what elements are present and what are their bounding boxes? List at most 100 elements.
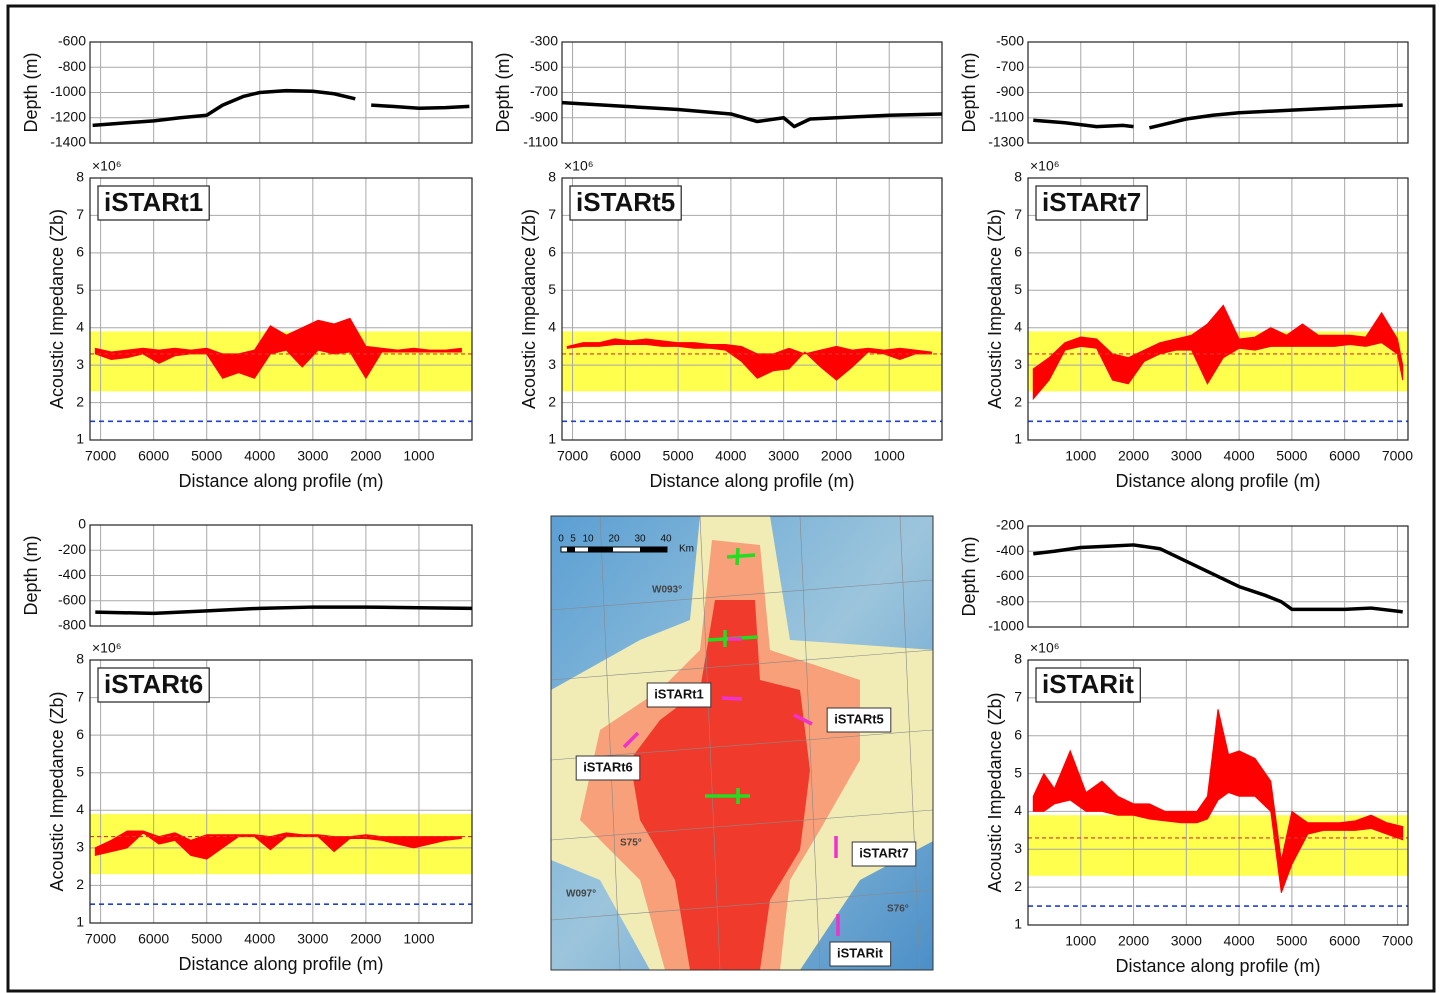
y-axis-label: Depth (m) [959,52,979,132]
x-tick-label: 4000 [244,448,275,464]
y-tick-label: -500 [996,33,1024,49]
y-tick-label: 3 [1014,840,1022,856]
x-tick-label: 2000 [1118,933,1149,949]
y-tick-label: -800 [58,58,86,74]
site-label: iSTARt6 [583,759,633,774]
y-tick-label: -500 [530,58,558,74]
scale-label: 0 [558,534,564,545]
depth-line [371,105,469,108]
y-tick-label: 5 [76,763,84,779]
x-tick-label: 7000 [557,448,588,464]
scale-label: Km [679,544,694,555]
panel-title: iSTARt7 [1042,187,1141,217]
exponent-label: ×10⁶ [1030,158,1060,174]
y-tick-label: -600 [58,591,86,607]
depth-line [1149,105,1402,128]
y-tick-label: -1300 [988,134,1024,150]
x-tick-label: 1000 [403,448,434,464]
x-tick-label: 1000 [1065,448,1096,464]
y-tick-label: 3 [76,839,84,855]
graticule-label: S75° [620,838,642,849]
y-tick-label: 8 [548,169,556,185]
x-tick-label: 1000 [403,931,434,947]
panel-title: iSTARt1 [104,187,203,217]
y-axis-label: Depth (m) [21,535,41,615]
y-tick-label: -1200 [50,108,86,124]
x-tick-label: 6000 [138,448,169,464]
scale-label: 30 [634,534,646,545]
y-tick-label: 3 [548,356,556,372]
x-tick-label: 4000 [244,931,275,947]
y-axis-label: Acoustic Impedance (Zb) [985,692,1005,892]
y-tick-label: 6 [1014,244,1022,260]
graticule-label: W093° [652,585,682,596]
y-tick-label: 4 [76,318,84,334]
y-tick-label: 4 [1014,318,1022,334]
graticule-label: S76° [887,904,909,915]
y-tick-label: 2 [1014,878,1022,894]
y-tick-label: 6 [548,244,556,260]
y-axis-label: Acoustic Impedance (Zb) [47,209,67,409]
x-tick-label: 3000 [1171,448,1202,464]
y-tick-label: 5 [1014,764,1022,780]
x-tick-label: 5000 [1276,448,1307,464]
y-tick-label: 2 [76,876,84,892]
scale-label: 5 [570,534,576,545]
x-tick-label: 2000 [350,931,381,947]
y-tick-label: 5 [1014,281,1022,297]
x-axis-label: Distance along profile (m) [649,471,854,491]
x-tick-label: 1000 [1065,933,1096,949]
y-tick-label: 7 [1014,206,1022,222]
scale-label: 10 [582,534,594,545]
x-tick-label: 6000 [1329,448,1360,464]
x-axis-label: Distance along profile (m) [1115,956,1320,976]
x-tick-label: 6000 [138,931,169,947]
y-tick-label: -400 [58,566,86,582]
y-tick-label: 4 [1014,802,1022,818]
x-tick-label: 2000 [350,448,381,464]
map: 0510203040KmW093°S75°W097°S76°iSTARt1iST… [551,516,935,970]
x-tick-label: 7000 [85,448,116,464]
y-axis-label: Acoustic Impedance (Zb) [985,209,1005,409]
exponent-label: ×10⁶ [92,158,122,174]
y-tick-label: 6 [76,244,84,260]
depth-line [1033,120,1133,126]
y-tick-label: -900 [530,108,558,124]
exponent-label: ×10⁶ [1030,640,1060,656]
x-tick-label: 1000 [874,448,905,464]
y-axis-label: Acoustic Impedance (Zb) [47,691,67,891]
panel-title: iSTARt6 [104,669,203,699]
y-tick-label: 1 [1014,431,1022,447]
x-tick-label: 7000 [1382,933,1413,949]
y-tick-label: -200 [996,517,1024,533]
y-tick-label: 8 [76,169,84,185]
x-tick-label: 5000 [1276,933,1307,949]
panel-title: iSTARt5 [576,187,675,217]
x-tick-label: 6000 [1329,933,1360,949]
exponent-label: ×10⁶ [564,158,594,174]
y-tick-label: -200 [58,541,86,557]
y-tick-label: 8 [1014,651,1022,667]
x-axis-label: Distance along profile (m) [1115,471,1320,491]
y-tick-label: 8 [76,651,84,667]
y-tick-label: -300 [530,33,558,49]
y-tick-label: 2 [1014,393,1022,409]
site-label: iSTARt7 [859,845,909,860]
y-tick-label: -1400 [50,134,86,150]
y-tick-label: 5 [76,281,84,297]
x-tick-label: 2000 [1118,448,1149,464]
y-tick-label: -1100 [989,108,1024,124]
y-tick-label: 7 [76,206,84,222]
y-tick-label: -1100 [523,134,558,150]
y-tick-label: -700 [530,83,558,99]
depth-line [562,103,942,127]
depth-line [93,91,356,126]
x-axis-label: Distance along profile (m) [178,954,383,974]
x-tick-label: 6000 [610,448,641,464]
y-tick-label: 7 [1014,689,1022,705]
x-tick-label: 7000 [85,931,116,947]
y-tick-label: 2 [548,393,556,409]
x-tick-label: 3000 [768,448,799,464]
site-label: iSTARit [837,945,884,960]
y-tick-label: -700 [996,58,1024,74]
